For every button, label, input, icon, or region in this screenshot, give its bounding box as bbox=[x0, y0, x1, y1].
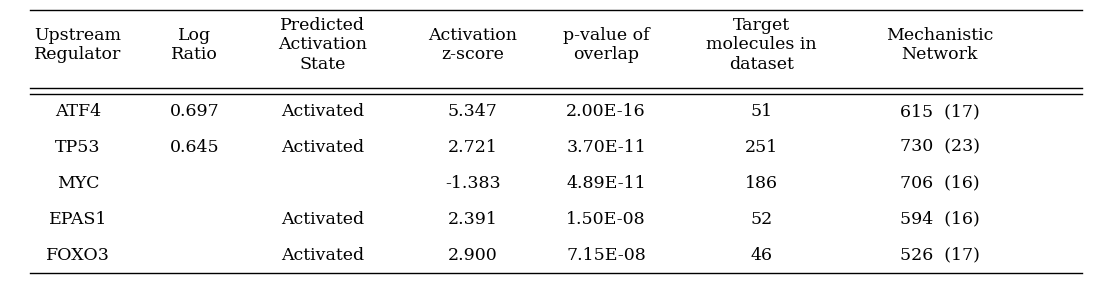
Text: Target
molecules in
dataset: Target molecules in dataset bbox=[706, 17, 817, 73]
Text: 2.721: 2.721 bbox=[448, 139, 497, 156]
Text: 3.70E-11: 3.70E-11 bbox=[566, 139, 646, 156]
Text: 51: 51 bbox=[751, 103, 773, 120]
Text: 730  (23): 730 (23) bbox=[900, 139, 980, 156]
Text: p-value of
overlap: p-value of overlap bbox=[563, 27, 649, 63]
Text: Activation
z-score: Activation z-score bbox=[428, 27, 517, 63]
Text: 7.15E-08: 7.15E-08 bbox=[566, 246, 646, 264]
Text: Activated: Activated bbox=[281, 211, 364, 228]
Text: TP53: TP53 bbox=[56, 139, 100, 156]
Text: Activated: Activated bbox=[281, 139, 364, 156]
Text: 186: 186 bbox=[745, 175, 778, 192]
Text: 4.89E-11: 4.89E-11 bbox=[566, 175, 646, 192]
Text: Predicted
Activation
State: Predicted Activation State bbox=[278, 17, 367, 73]
Text: -1.383: -1.383 bbox=[445, 175, 500, 192]
Text: 5.347: 5.347 bbox=[448, 103, 497, 120]
Text: 706  (16): 706 (16) bbox=[900, 175, 980, 192]
Text: 2.391: 2.391 bbox=[448, 211, 497, 228]
Text: FOXO3: FOXO3 bbox=[46, 246, 110, 264]
Text: 2.00E-16: 2.00E-16 bbox=[566, 103, 646, 120]
Text: EPAS1: EPAS1 bbox=[49, 211, 107, 228]
Text: 0.645: 0.645 bbox=[170, 139, 219, 156]
Text: Log
Ratio: Log Ratio bbox=[171, 27, 218, 63]
Text: 251: 251 bbox=[745, 139, 778, 156]
Text: 0.697: 0.697 bbox=[170, 103, 219, 120]
Text: Activated: Activated bbox=[281, 103, 364, 120]
Text: 594  (16): 594 (16) bbox=[900, 211, 980, 228]
Text: Upstream
Regulator: Upstream Regulator bbox=[34, 27, 121, 63]
Text: 615  (17): 615 (17) bbox=[900, 103, 980, 120]
Text: 2.900: 2.900 bbox=[448, 246, 497, 264]
Text: 52: 52 bbox=[751, 211, 773, 228]
Text: MYC: MYC bbox=[57, 175, 99, 192]
Text: 46: 46 bbox=[751, 246, 773, 264]
Text: 1.50E-08: 1.50E-08 bbox=[566, 211, 646, 228]
Text: Activated: Activated bbox=[281, 246, 364, 264]
Text: ATF4: ATF4 bbox=[54, 103, 101, 120]
Text: 526  (17): 526 (17) bbox=[900, 246, 980, 264]
Text: Mechanistic
Network: Mechanistic Network bbox=[886, 27, 993, 63]
